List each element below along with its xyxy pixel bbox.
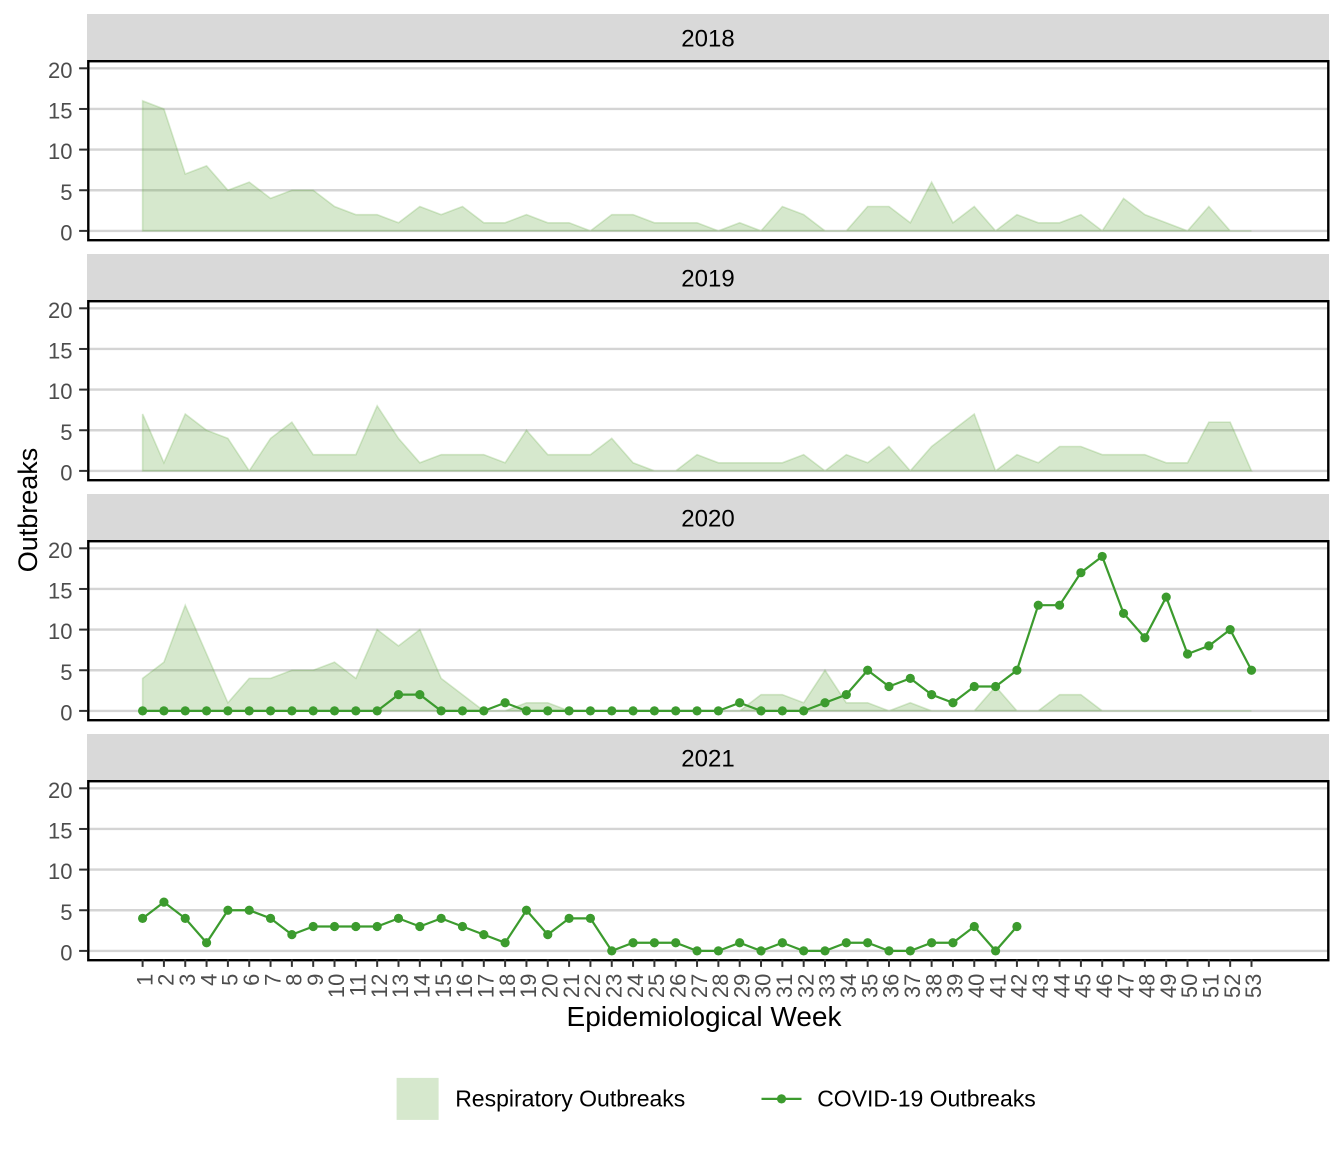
svg-text:26: 26 (665, 974, 690, 998)
svg-text:10: 10 (48, 619, 72, 644)
svg-text:20: 20 (48, 298, 72, 323)
svg-text:30: 30 (751, 974, 776, 998)
svg-text:43: 43 (1028, 974, 1053, 998)
svg-text:7: 7 (260, 974, 285, 986)
svg-text:8: 8 (282, 974, 307, 986)
svg-text:41: 41 (985, 974, 1010, 998)
svg-text:COVID-19 Outbreaks: COVID-19 Outbreaks (817, 1086, 1036, 1112)
svg-text:24: 24 (623, 974, 648, 998)
svg-text:5: 5 (60, 180, 72, 205)
svg-text:36: 36 (879, 974, 904, 998)
svg-text:12: 12 (367, 974, 392, 998)
svg-text:10: 10 (48, 859, 72, 884)
svg-text:5: 5 (60, 660, 72, 685)
svg-text:51: 51 (1199, 974, 1224, 998)
svg-text:16: 16 (452, 974, 477, 998)
svg-text:20: 20 (48, 778, 72, 803)
svg-text:35: 35 (857, 974, 882, 998)
svg-text:34: 34 (836, 974, 861, 998)
svg-text:31: 31 (772, 974, 797, 998)
svg-text:49: 49 (1156, 974, 1181, 998)
svg-text:15: 15 (48, 819, 72, 844)
svg-text:Outbreaks: Outbreaks (13, 448, 43, 573)
svg-text:25: 25 (644, 974, 669, 998)
svg-text:Respiratory Outbreaks: Respiratory Outbreaks (455, 1086, 685, 1112)
svg-text:20: 20 (48, 538, 72, 563)
svg-text:48: 48 (1135, 974, 1160, 998)
svg-text:11: 11 (346, 974, 371, 997)
svg-text:42: 42 (1007, 974, 1032, 998)
svg-text:38: 38 (921, 974, 946, 998)
svg-text:32: 32 (793, 974, 818, 998)
svg-text:15: 15 (48, 99, 72, 124)
svg-text:52: 52 (1220, 974, 1245, 998)
svg-text:23: 23 (601, 974, 626, 998)
svg-text:1: 1 (132, 974, 157, 986)
svg-text:15: 15 (48, 579, 72, 604)
svg-text:17: 17 (474, 974, 499, 998)
svg-text:40: 40 (964, 974, 989, 998)
svg-text:18: 18 (495, 974, 520, 998)
svg-text:21: 21 (559, 974, 584, 998)
svg-text:20: 20 (537, 974, 562, 998)
svg-text:4: 4 (196, 974, 221, 986)
svg-text:2019: 2019 (681, 266, 734, 293)
svg-text:47: 47 (1113, 974, 1138, 998)
svg-text:50: 50 (1177, 974, 1202, 998)
svg-text:29: 29 (729, 974, 754, 998)
svg-text:45: 45 (1071, 974, 1096, 998)
svg-text:33: 33 (815, 974, 840, 998)
svg-text:3: 3 (175, 974, 200, 986)
svg-text:2020: 2020 (681, 506, 734, 533)
svg-text:9: 9 (303, 974, 328, 986)
svg-text:2: 2 (154, 974, 179, 986)
svg-text:10: 10 (324, 974, 349, 998)
svg-text:22: 22 (580, 974, 605, 998)
svg-text:15: 15 (431, 974, 456, 998)
svg-text:44: 44 (1049, 974, 1074, 998)
svg-text:5: 5 (60, 900, 72, 925)
svg-text:2018: 2018 (681, 26, 734, 53)
svg-text:37: 37 (900, 974, 925, 998)
svg-text:14: 14 (410, 974, 435, 998)
svg-text:Epidemiological Week: Epidemiological Week (567, 1001, 843, 1032)
svg-text:27: 27 (687, 974, 712, 998)
svg-text:0: 0 (60, 701, 72, 726)
svg-text:0: 0 (60, 221, 72, 246)
svg-text:0: 0 (60, 461, 72, 486)
svg-text:5: 5 (218, 974, 243, 986)
svg-text:15: 15 (48, 339, 72, 364)
svg-text:39: 39 (943, 974, 968, 998)
svg-text:0: 0 (60, 941, 72, 966)
svg-text:2021: 2021 (681, 746, 734, 773)
svg-text:6: 6 (239, 974, 264, 986)
svg-text:5: 5 (60, 420, 72, 445)
svg-text:10: 10 (48, 379, 72, 404)
svg-text:20: 20 (48, 58, 72, 83)
svg-text:10: 10 (48, 139, 72, 164)
svg-text:28: 28 (708, 974, 733, 998)
svg-text:46: 46 (1092, 974, 1117, 998)
svg-text:53: 53 (1241, 974, 1266, 998)
svg-text:19: 19 (516, 974, 541, 998)
svg-text:13: 13 (388, 974, 413, 998)
